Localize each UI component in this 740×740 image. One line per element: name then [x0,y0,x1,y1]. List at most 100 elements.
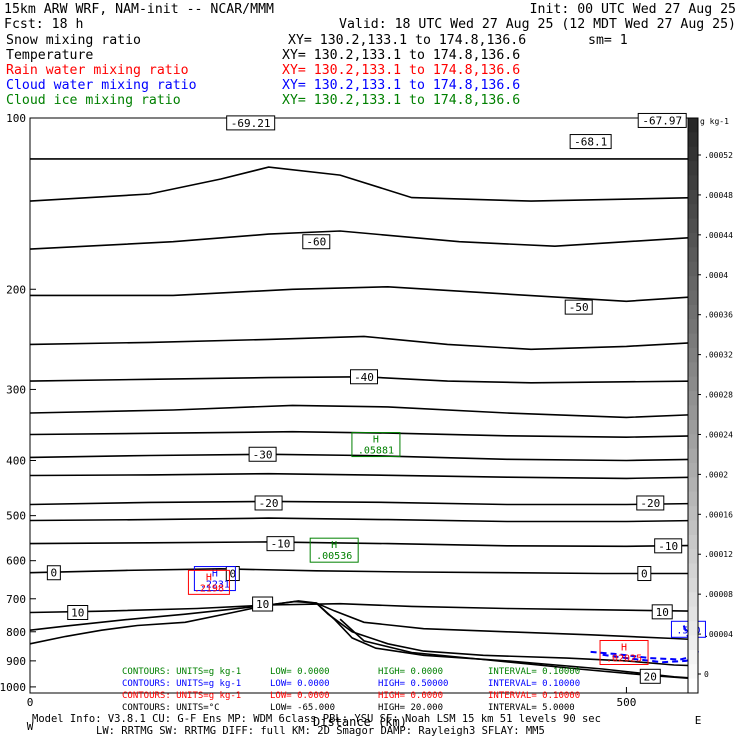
temperature-label-text: -60 [306,236,326,249]
colorbar-tick-label: .00004 [704,630,733,639]
colorbar-segment [688,563,698,579]
field-extra: sm= 1 [588,33,628,48]
temperature-label-box [248,446,277,462]
temperature-label-box [252,596,274,612]
colorbar-segment [688,419,698,435]
field-xy: XY= 130.2,133.1 to 174.8,136.6 [282,63,520,78]
temperature-label: -67.97 [637,112,687,128]
cloud-water-contours [590,625,699,664]
temperature-label-box [564,299,593,315]
temperature-label: 10 [67,605,89,621]
contour-info-text: LOW= 0.0000 [270,679,330,689]
maximum-marker: H.2231 [193,566,236,592]
temperature-label: 20 [639,668,661,684]
temperature-label-text: 0 [229,568,236,581]
colorbar-segment [688,118,698,133]
isotherm-line [29,517,699,523]
colorbar-segment [688,233,698,248]
temperature-label: -20 [254,495,283,511]
colorbar-segment [688,304,698,320]
contour-info-text: CONTOURS: UNITS=°C [122,703,220,713]
colorbar-segment [688,506,698,521]
temperature-label-text: -68.1 [574,136,607,149]
colorbar-tick-label: .00048 [704,191,733,200]
contour-info-text: INTERVAL= 0.10000 [488,679,580,689]
colorbar-segment [688,290,698,306]
cloud-water-contour [590,650,699,661]
maximum-box [193,566,236,592]
temperature-label-text: -10 [658,540,678,553]
isotherm-line [29,600,699,667]
maximum-value: .02025 [606,653,642,664]
maximum-box [309,537,359,563]
temperature-label-box [636,495,665,511]
temperature-label-box [350,369,378,385]
isotherm-line [29,541,699,548]
temperature-label-box [46,565,61,581]
temperature-label: 0 [46,565,61,581]
colorbar-segment [688,448,698,464]
colorbar-segment [688,606,698,622]
x-end-label-left: W [27,720,34,733]
colorbar-segment [688,678,698,694]
isotherm-line [29,567,698,575]
contour-info-text: CONTOURS: UNITS=g kg-1 [122,691,241,701]
x-tick-label: 500 [616,696,636,709]
field-label: Snow mixing ratio [6,33,141,48]
temperature-label-box [651,604,673,620]
colorbar-segment [688,621,698,636]
temperature-label-text: -20 [640,497,660,510]
y-tick-label: 300 [6,383,26,396]
colorbar-tick-label: .00012 [704,550,733,559]
colorbar-segment [688,405,698,421]
temperature-label-box [67,605,89,621]
contour-info-text: HIGH= 0.0000 [378,667,443,677]
contour-info-text: LOW= 0.0000 [270,667,330,677]
temperature-label-box [254,495,283,511]
contour-info-text: CONTOURS: UNITS=g kg-1 [122,667,241,677]
field-xy: XY= 130.2,133.1 to 174.8,136.6 [282,93,520,108]
colorbar-segment [688,161,698,176]
temperature-label: -20 [636,495,665,511]
init-time: Init: 00 UTC Wed 27 Aug 25 [530,2,736,17]
colorbar-segment [688,348,698,363]
contour-info-text: HIGH= 20.000 [378,703,443,713]
colorbar-segment [688,333,698,349]
colorbar-segment [688,189,698,205]
colorbar-segment [688,491,698,507]
colorbar-segment [688,204,698,220]
colorbar-tick-label: .00016 [704,510,733,519]
maximum-marker: H.05881 [351,432,401,458]
plot-frame [29,117,699,694]
isotherm-line [29,335,699,351]
colorbar-tick-label: 0 [704,670,709,679]
temperature-label-text: 20 [644,670,657,683]
y-axis: 100 200 300 400 500 600 700 800 900 1000 [0,112,36,694]
isotherm-line [30,285,699,303]
temperature-label: -69.21 [226,115,276,131]
isotherm-line [29,600,699,641]
maximum-marker: H.2198 [187,569,230,595]
temperature-label-box [226,115,276,131]
field-label: Temperature [6,48,93,63]
cloud-water-contour [602,653,699,664]
isotherm-lines [29,158,699,680]
maximum-box [599,639,649,665]
isotherm-line [29,453,699,462]
colorbar-tick-label: .00024 [704,430,733,439]
isotherm-line [29,230,699,250]
contour-info-text: LOW= -65.000 [270,703,335,713]
y-tick-label: 700 [6,593,26,606]
colorbar-segment [688,477,698,493]
y-tick-label: 200 [6,283,26,296]
contour-info-text: HIGH= 0.50000 [378,679,448,689]
x-axis: 0 500 W E [27,687,701,733]
temperature-label: -68.1 [569,134,612,150]
contour-info-text: INTERVAL= 5.0000 [488,703,575,713]
colorbar-tick-label: .00044 [704,231,733,240]
field-xy: XY= 130.2,133.1 to 174.8,136.6 [282,48,520,63]
temperature-label-text: -50 [569,301,589,314]
maximum-box [351,432,401,458]
colorbar-segment [688,376,698,392]
field-legend: Snow mixing ratio XY= 130.2,133.1 to 174.… [6,33,628,108]
